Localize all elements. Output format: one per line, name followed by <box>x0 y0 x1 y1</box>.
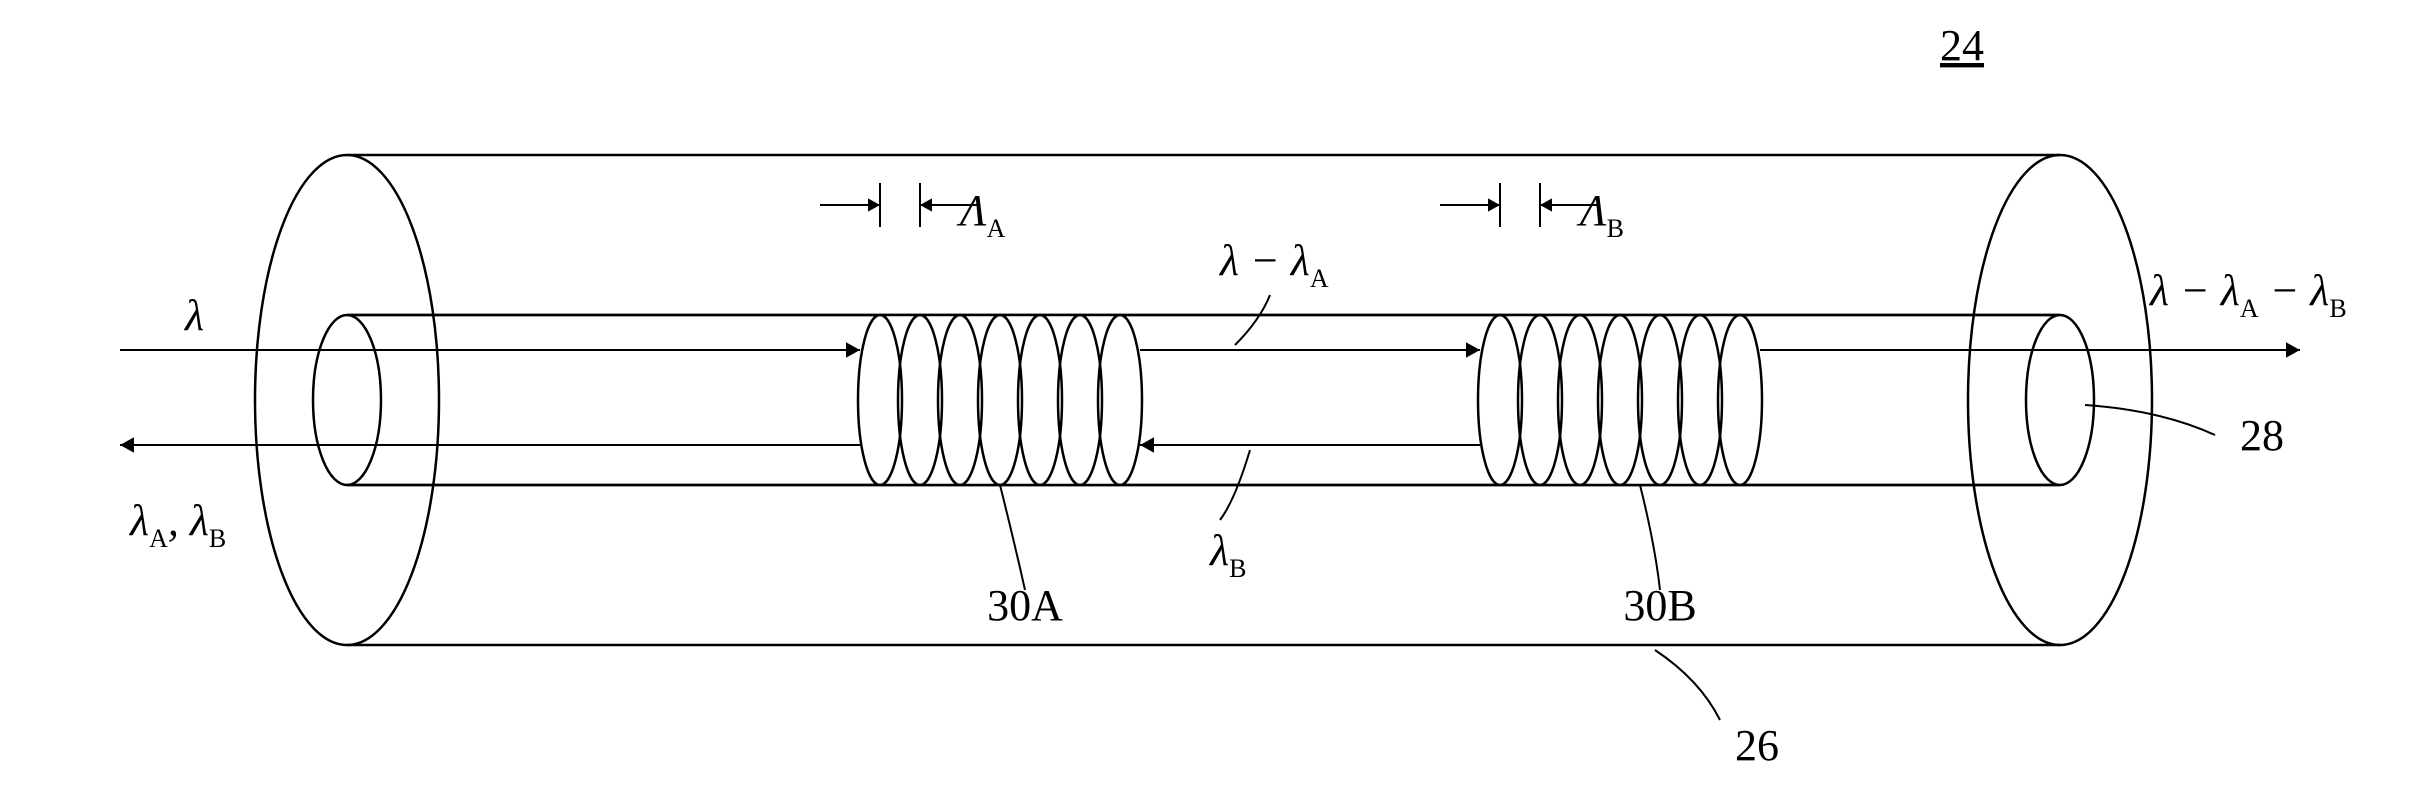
svg-text:λ − λA − λB: λ − λA − λB <box>2148 266 2347 323</box>
svg-text:24: 24 <box>1940 21 1984 70</box>
svg-text:ΛB: ΛB <box>1576 186 1624 243</box>
svg-text:28: 28 <box>2240 411 2284 460</box>
svg-text:26: 26 <box>1735 721 1779 770</box>
svg-text:λB: λB <box>1208 526 1246 583</box>
svg-text:30B: 30B <box>1623 581 1696 630</box>
svg-text:λ: λ <box>183 291 204 340</box>
svg-text:30A: 30A <box>987 581 1063 630</box>
svg-text:ΛA: ΛA <box>956 186 1006 243</box>
svg-text:λA, λB: λA, λB <box>128 496 226 553</box>
fiber-bragg-grating-diagram: ΛA 30A ΛB 30B λ λA, λB λ − λA λB λ − λA − λB 24 26… <box>0 0 2411 798</box>
svg-text:λ − λA: λ − λA <box>1218 236 1329 293</box>
